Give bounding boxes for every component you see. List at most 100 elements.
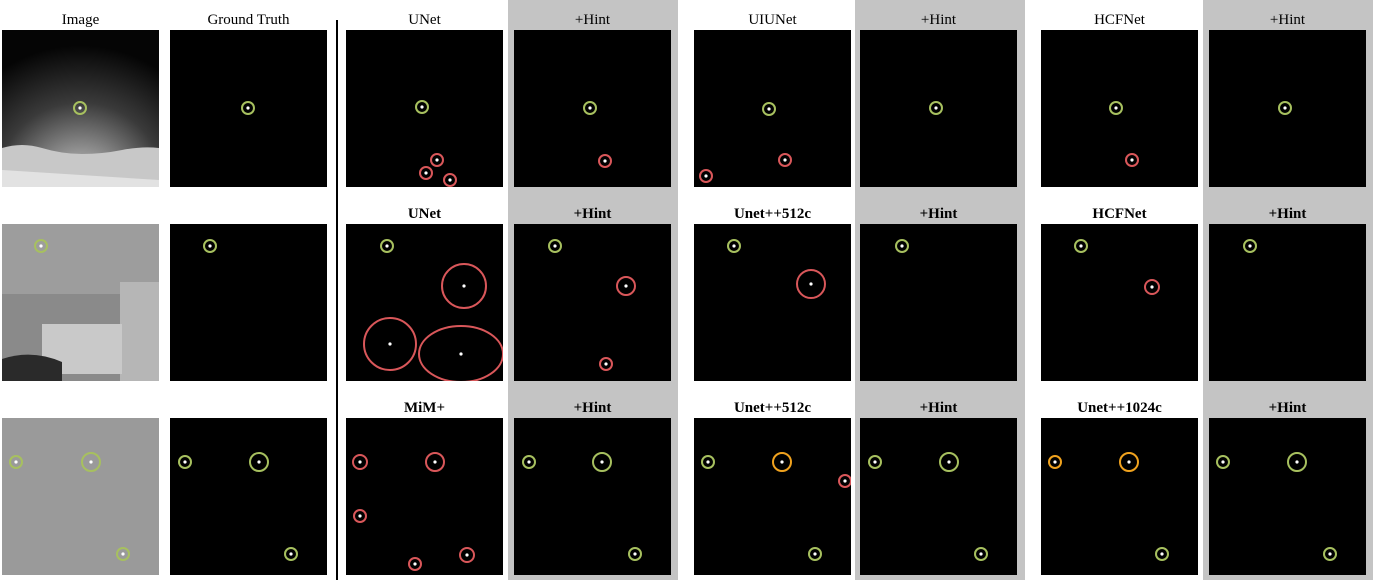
- column-title: HCFNet: [1092, 206, 1147, 222]
- red-circle-icon: [459, 547, 475, 563]
- target-pixel: [89, 460, 93, 464]
- target-pixel: [600, 460, 604, 464]
- target-pixel: [246, 106, 250, 110]
- input-image-panel: [2, 418, 159, 575]
- red-circle-icon: [353, 509, 367, 523]
- red-circle-icon: [796, 269, 826, 299]
- green-circle-icon: [1287, 452, 1307, 472]
- target-pixel: [257, 460, 261, 464]
- foreground-shape: [2, 354, 62, 381]
- green-circle-icon: [380, 239, 394, 253]
- panel-canvas: [1109, 101, 1139, 167]
- panel-canvas: [868, 452, 988, 561]
- green-circle-icon: [592, 452, 612, 472]
- prediction-panel: [1209, 30, 1366, 187]
- panel-canvas: [522, 452, 642, 561]
- green-circle-icon: [203, 239, 217, 253]
- green-circle-icon: [34, 239, 48, 253]
- target-pixel: [420, 105, 424, 109]
- green-circle-icon: [9, 455, 23, 469]
- target-pixel: [604, 362, 608, 366]
- prediction-panel: [860, 418, 1017, 575]
- column-title: +Hint: [1268, 206, 1307, 222]
- prediction-panel: [1209, 224, 1366, 381]
- red-circle-icon: [352, 454, 368, 470]
- column-title: +Hint: [920, 12, 957, 28]
- green-circle-icon: [727, 239, 741, 253]
- red-circle-icon: [418, 325, 503, 381]
- target-pixel: [1221, 460, 1225, 464]
- target-pixel: [809, 282, 813, 286]
- prediction-panel: [860, 224, 1017, 381]
- green-circle-icon: [939, 452, 959, 472]
- target-pixel: [767, 107, 771, 111]
- red-circle-icon: [441, 263, 487, 309]
- red-circle-icon: [616, 276, 636, 296]
- target-pixel: [78, 106, 82, 110]
- target-pixel: [1295, 460, 1299, 464]
- scene-background: [2, 418, 159, 575]
- panel-canvas: [583, 101, 612, 168]
- input-image-panel: [2, 224, 159, 381]
- prediction-panel: [1041, 224, 1198, 381]
- target-pixel: [435, 158, 439, 162]
- target-pixel: [183, 460, 187, 464]
- target-pixel: [1283, 106, 1287, 110]
- target-pixel: [553, 244, 557, 248]
- green-circle-icon: [73, 101, 87, 115]
- panel-canvas: [727, 239, 826, 299]
- prediction-panel: [514, 418, 671, 575]
- target-pixel: [934, 106, 938, 110]
- red-circle-icon: [598, 154, 612, 168]
- target-pixel: [732, 244, 736, 248]
- green-circle-icon: [808, 547, 822, 561]
- column-title: UNet: [408, 12, 441, 28]
- red-circle-icon: [430, 153, 444, 167]
- green-circle-icon: [81, 452, 101, 472]
- target-pixel: [527, 460, 531, 464]
- green-circle-icon: [929, 101, 943, 115]
- red-circle-icon: [425, 452, 445, 472]
- red-circle-icon: [599, 357, 613, 371]
- column-title: +Hint: [574, 12, 611, 28]
- green-circle-icon: [1243, 239, 1257, 253]
- target-pixel: [465, 553, 469, 557]
- orange-circle-icon: [772, 452, 792, 472]
- ground-truth-panel: [170, 224, 327, 381]
- panel-canvas: [363, 239, 503, 381]
- column-title: +Hint: [919, 400, 958, 416]
- prediction-panel: [346, 30, 503, 187]
- orange-circle-icon: [1048, 455, 1062, 469]
- target-pixel: [588, 106, 592, 110]
- target-pixel: [979, 552, 983, 556]
- green-circle-icon: [415, 100, 429, 114]
- prediction-panel: [346, 418, 503, 575]
- target-pixel: [1328, 552, 1332, 556]
- green-circle-icon: [1278, 101, 1292, 115]
- green-circle-icon: [583, 101, 597, 115]
- target-pixel: [433, 460, 437, 464]
- panel-canvas: [178, 452, 298, 561]
- column-title: MiM+: [403, 400, 446, 416]
- target-pixel: [947, 460, 951, 464]
- red-circle-icon: [1144, 279, 1160, 295]
- target-pixel: [289, 552, 293, 556]
- green-circle-icon: [1109, 101, 1123, 115]
- red-circle-icon: [838, 474, 851, 488]
- target-pixel: [1150, 285, 1154, 289]
- column-title: Unet++512c: [733, 206, 812, 222]
- red-circle-icon: [778, 153, 792, 167]
- red-circle-icon: [363, 317, 417, 371]
- column-title: UIUNet: [748, 12, 797, 28]
- target-pixel: [704, 174, 708, 178]
- green-circle-icon: [701, 455, 715, 469]
- road-strip: [2, 170, 159, 187]
- target-pixel: [900, 244, 904, 248]
- green-circle-icon: [249, 452, 269, 472]
- green-circle-icon: [628, 547, 642, 561]
- target-pixel: [413, 562, 417, 566]
- target-pixel: [385, 244, 389, 248]
- panel-canvas: [415, 100, 457, 187]
- panel-canvas: [2, 30, 159, 187]
- prediction-panel: [860, 30, 1017, 187]
